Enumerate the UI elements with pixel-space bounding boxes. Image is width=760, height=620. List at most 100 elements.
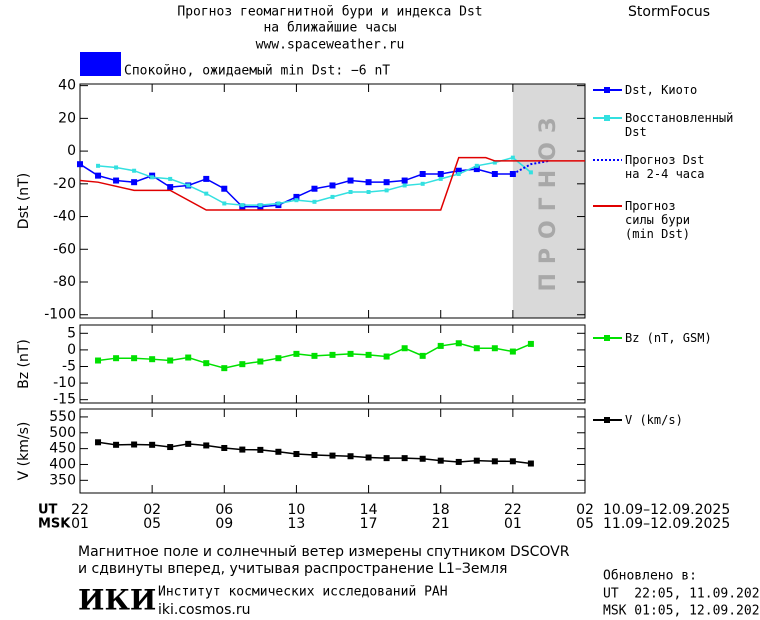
data-point: [149, 356, 156, 363]
data-point: [203, 175, 210, 182]
y-tick-label: 5: [67, 325, 76, 341]
data-point: [203, 360, 210, 367]
data-point: [293, 193, 300, 200]
y-tick-label: -5: [62, 358, 76, 374]
forecast-label: ПРОГНОЗ: [536, 108, 561, 291]
data-point: [437, 342, 444, 349]
data-point: [419, 352, 426, 359]
x-label: MSK: [38, 517, 71, 532]
logo: ИКИ: [78, 584, 156, 617]
status: Спокойно, ожидаемый min Dst: −6 nT: [124, 64, 390, 79]
y-tick-label: 500: [49, 425, 76, 441]
data-point: [311, 352, 318, 359]
y-axis-label: Bz (nT): [16, 339, 32, 389]
data-point: [348, 190, 353, 194]
data-point: [347, 350, 354, 357]
data-point: [401, 345, 408, 352]
data-point: [167, 444, 174, 451]
data-point: [383, 179, 390, 186]
y-tick-label: -20: [53, 176, 76, 192]
data-point: [383, 353, 390, 360]
brand: StormFocus: [628, 4, 710, 20]
updated-msk: MSK 01:05, 12.09.2025: [603, 604, 760, 619]
data-point: [473, 345, 480, 352]
data-point: [509, 348, 516, 355]
data-point: [257, 446, 264, 453]
legend-marker: [604, 115, 610, 121]
data-point: [185, 354, 192, 361]
data-point: [420, 181, 425, 186]
data-point: [329, 351, 336, 358]
y-axis-label: V (km/s): [16, 422, 32, 481]
data-point: [203, 442, 210, 449]
legend-label: Прогноз Dst на 2-4 часа: [625, 153, 705, 181]
data-point: [455, 167, 462, 174]
data-point: [527, 460, 534, 467]
data-point: [510, 155, 515, 160]
data-point: [419, 455, 426, 462]
x-tick-label-msk: 05: [576, 516, 594, 532]
data-point: [221, 365, 228, 372]
legend-label: Bz (nT, GSM): [625, 331, 712, 345]
data-point: [204, 191, 209, 196]
y-tick-label: 400: [49, 456, 76, 472]
data-point: [257, 358, 264, 365]
x-tick-label: 22: [71, 502, 89, 518]
data-point: [167, 184, 174, 191]
updated-ut: UT 22:05, 11.09.2025: [603, 587, 760, 602]
data-point: [276, 201, 281, 206]
legend-label: Прогноз силы бури (min Dst): [625, 199, 691, 241]
data-point: [438, 176, 443, 181]
y-tick-label: -40: [53, 209, 76, 225]
data-point: [131, 441, 138, 448]
x-tick-label-msk: 21: [432, 516, 450, 532]
data-point: [311, 451, 318, 458]
legend-label: V (km/s): [625, 413, 683, 427]
x-tick-label: 18: [432, 502, 450, 518]
data-point: [491, 171, 498, 177]
x-tick-label-msk: 17: [360, 516, 378, 532]
data-point: [401, 177, 408, 184]
data-point: [95, 172, 102, 179]
x-tick-label-msk: 05: [143, 516, 161, 532]
data-point: [509, 458, 516, 465]
data-point: [150, 175, 155, 180]
site: iki.cosmos.ru: [158, 602, 250, 618]
data-point: [383, 455, 390, 462]
data-point: [132, 168, 137, 173]
title: Прогноз геомагнитной бури и индекса Dst: [177, 5, 482, 20]
data-point: [77, 161, 83, 168]
y-tick-label: 20: [58, 110, 76, 126]
data-point: [221, 444, 228, 451]
y-tick-label: 0: [67, 342, 76, 358]
data-point: [347, 453, 354, 460]
note: и сдвинуты вперед, учитывая распростране…: [78, 561, 507, 577]
series-line: [512, 159, 550, 175]
data-point: [473, 166, 480, 173]
data-point: [293, 350, 300, 357]
date-range: 11.09–12.09.2025: [603, 516, 730, 532]
institute: Институт космических исследований РАН: [158, 585, 448, 600]
x-tick-label: 22: [504, 502, 522, 518]
data-point: [473, 457, 480, 464]
series-line: [79, 156, 585, 211]
x-tick-label-msk: 13: [288, 516, 306, 532]
data-point: [275, 448, 282, 455]
data-point: [365, 351, 372, 358]
data-point: [294, 198, 299, 203]
data-point: [240, 203, 245, 208]
data-point: [275, 355, 282, 362]
data-point: [329, 452, 336, 459]
y-tick-label: -100: [44, 307, 76, 323]
data-point: [149, 441, 156, 448]
data-point: [113, 441, 120, 448]
data-point: [258, 203, 263, 208]
data-point: [239, 361, 246, 368]
x-tick-label: 06: [215, 502, 233, 518]
y-tick-label: 40: [58, 78, 76, 94]
data-point: [419, 171, 426, 177]
forecast-region: [512, 84, 585, 318]
data-point: [312, 199, 317, 204]
legend-marker: [604, 335, 610, 341]
